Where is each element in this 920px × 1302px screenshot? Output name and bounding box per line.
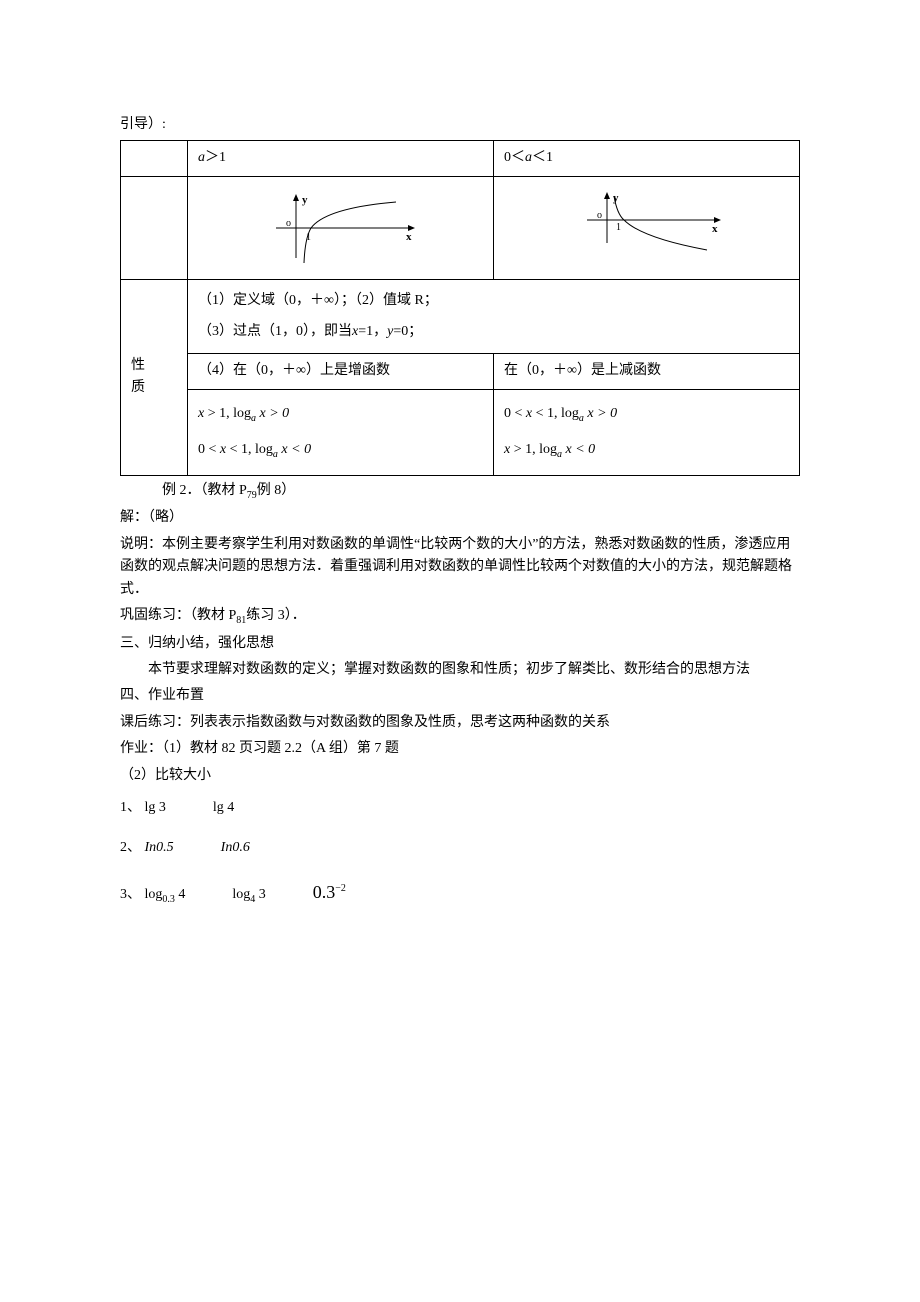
svg-text:o: o bbox=[597, 210, 602, 221]
ex3a-sub: 0.3 bbox=[162, 894, 175, 905]
sl1b: > 1, log bbox=[204, 406, 251, 421]
domain-range-line: （1）定义域（0，＋∞）；（2）值域 R； bbox=[198, 286, 789, 317]
pr-post: 练习 3）． bbox=[246, 608, 306, 623]
sr2b: > 1, log bbox=[510, 442, 557, 457]
table-sign-row: x > 1, loga x > 0 0 < x < 1, loga x < 0 … bbox=[121, 389, 800, 475]
ex1-num: 1、 bbox=[120, 800, 141, 815]
compare-ex-3: 3、 log0.3 4 log4 3 0.3−2 bbox=[120, 878, 800, 908]
ex2-post: 例 8） bbox=[257, 483, 296, 498]
var-a: a bbox=[198, 150, 205, 165]
fp-pre: （3）过点（1，0），即当 bbox=[198, 324, 352, 339]
lead-text: 引导）: bbox=[120, 114, 800, 136]
table-common-row: 性质 （1）定义域（0，＋∞）；（2）值域 R； （3）过点（1，0），即当x=… bbox=[121, 279, 800, 354]
table-graph-row: y x o 1 y x o 1 bbox=[121, 176, 800, 279]
ex1-a: lg 3 bbox=[145, 800, 166, 815]
ex3b-pre: log bbox=[232, 887, 250, 902]
homework-2: （2）比较大小 bbox=[120, 765, 800, 787]
pr-sub: 81 bbox=[236, 615, 246, 626]
homework-1: 作业：（1）教材 82 页习题 2.2（A 组）第 7 题 bbox=[120, 738, 800, 760]
ex3a-pre: log bbox=[145, 887, 163, 902]
header-blank bbox=[121, 141, 188, 176]
example-2-ref: 例 2．（教材 P79例 8） bbox=[120, 480, 800, 504]
sign-right-2: x > 1, loga x < 0 bbox=[504, 432, 789, 468]
compare-ex-2: 2、 In0.5 In0.6 bbox=[120, 837, 800, 859]
ex2-num: 2、 bbox=[120, 840, 141, 855]
after-class-practice: 课后练习：列表表示指数函数与对数函数的图象及性质，思考这两种函数的关系 bbox=[120, 712, 800, 734]
ex2-a: In0.5 bbox=[145, 840, 174, 855]
properties-table: a＞1 0＜a＜1 y x o 1 bbox=[120, 140, 800, 475]
header-a-lt-1: 0＜a＜1 bbox=[494, 141, 800, 176]
ex1-b: lg 4 bbox=[213, 800, 234, 815]
lt-one: ＜1 bbox=[532, 150, 553, 165]
sign-left-2: 0 < x < 1, loga x < 0 bbox=[198, 432, 483, 468]
sr2c: x < 0 bbox=[562, 442, 595, 457]
svg-text:x: x bbox=[406, 231, 412, 243]
fp-xv: =1， bbox=[358, 324, 387, 339]
sl2a: 0 < bbox=[198, 442, 220, 457]
var-a: a bbox=[525, 150, 532, 165]
sl1c: x > 0 bbox=[256, 406, 289, 421]
sign-left: x > 1, loga x > 0 0 < x < 1, loga x < 0 bbox=[188, 389, 494, 475]
ex3a-post: 4 bbox=[175, 887, 186, 902]
properties-side-label: 性质 bbox=[121, 279, 188, 475]
header-a-gt-1: a＞1 bbox=[188, 141, 494, 176]
sl2c: < 1, log bbox=[226, 442, 273, 457]
monotone-increasing: （4）在（0，＋∞）上是增函数 bbox=[188, 354, 494, 389]
fp-yv: =0； bbox=[393, 324, 422, 339]
ex3-c: 0.3−2 bbox=[313, 882, 346, 902]
sign-right: 0 < x < 1, loga x > 0 x > 1, loga x < 0 bbox=[494, 389, 800, 475]
document-page: 引导）: a＞1 0＜a＜1 y x o bbox=[0, 0, 920, 1302]
graph-decreasing: y x o 1 bbox=[494, 176, 800, 279]
table-monotone-row: （4）在（0，＋∞）上是增函数 在（0，＋∞）是上减函数 bbox=[121, 354, 800, 389]
ex3-num: 3、 bbox=[120, 887, 141, 902]
svg-text:1: 1 bbox=[616, 222, 621, 233]
section-4-heading: 四、作业布置 bbox=[120, 685, 800, 707]
svg-text:o: o bbox=[286, 218, 291, 229]
common-properties: （1）定义域（0，＋∞）；（2）值域 R； （3）过点（1，0），即当x=1，y… bbox=[188, 279, 800, 354]
section-3-body: 本节要求理解对数函数的定义；掌握对数函数的图象和性质；初步了解类比、数形结合的思… bbox=[120, 659, 800, 681]
table-header-row: a＞1 0＜a＜1 bbox=[121, 141, 800, 176]
monotone-decreasing: 在（0，＋∞）是上减函数 bbox=[494, 354, 800, 389]
sign-left-1: x > 1, loga x > 0 bbox=[198, 396, 483, 432]
ex3-b: log4 3 bbox=[232, 887, 269, 902]
practice-ref: 巩固练习：（教材 P81练习 3）． bbox=[120, 605, 800, 629]
ex3c-base: 0.3 bbox=[313, 882, 336, 902]
ex3c-exp: −2 bbox=[335, 883, 346, 894]
compare-ex-1: 1、 lg 3 lg 4 bbox=[120, 797, 800, 819]
gt-one: ＞1 bbox=[205, 150, 226, 165]
zero-lt: 0＜ bbox=[504, 150, 525, 165]
sr1d: x > 0 bbox=[584, 406, 617, 421]
svg-text:x: x bbox=[712, 223, 718, 235]
graph-increasing: y x o 1 bbox=[188, 176, 494, 279]
ex2-pre: 例 2．（教材 P bbox=[120, 483, 247, 498]
section-3-heading: 三、归纳小结，强化思想 bbox=[120, 633, 800, 655]
ex2-b: In0.6 bbox=[221, 840, 250, 855]
sign-right-1: 0 < x < 1, loga x > 0 bbox=[504, 396, 789, 432]
solution-omitted: 解：（略） bbox=[120, 507, 800, 529]
sl2d: x < 0 bbox=[278, 442, 311, 457]
svg-text:y: y bbox=[302, 194, 308, 206]
sr1c: < 1, log bbox=[532, 406, 579, 421]
sr1a: 0 < bbox=[504, 406, 526, 421]
ex3-a: log0.3 4 bbox=[145, 887, 189, 902]
explanation-para: 说明：本例主要考察学生利用对数函数的单调性“比较两个数的大小”的方法，熟悉对数函… bbox=[120, 534, 800, 601]
fixed-point-line: （3）过点（1，0），即当x=1，y=0； bbox=[198, 317, 789, 348]
ex3b-post: 3 bbox=[255, 887, 266, 902]
log-decreasing-svg: y x o 1 bbox=[562, 188, 732, 268]
log-increasing-svg: y x o 1 bbox=[256, 188, 426, 268]
graph-row-label bbox=[121, 176, 188, 279]
ex2-sub: 79 bbox=[247, 489, 257, 500]
pr-pre: 巩固练习：（教材 P bbox=[120, 608, 236, 623]
